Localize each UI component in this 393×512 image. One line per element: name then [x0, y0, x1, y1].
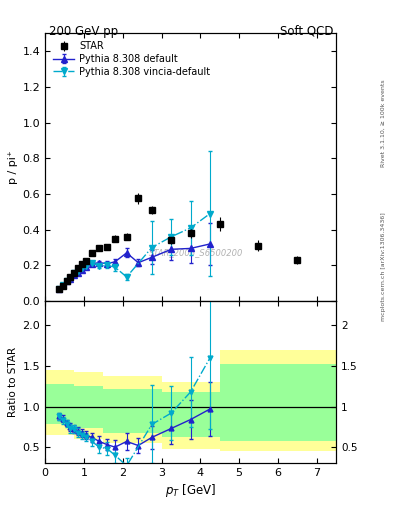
- Text: Rivet 3.1.10, ≥ 100k events: Rivet 3.1.10, ≥ 100k events: [381, 79, 386, 167]
- Legend: STAR, Pythia 8.308 default, Pythia 8.308 vincia-default: STAR, Pythia 8.308 default, Pythia 8.308…: [50, 38, 213, 80]
- Text: mcplots.cern.ch [arXiv:1306.3436]: mcplots.cern.ch [arXiv:1306.3436]: [381, 212, 386, 321]
- X-axis label: $p_T$ [GeV]: $p_T$ [GeV]: [165, 482, 216, 499]
- Y-axis label: Ratio to STAR: Ratio to STAR: [8, 347, 18, 417]
- Y-axis label: p / pi⁺: p / pi⁺: [8, 151, 18, 184]
- Text: 200 GeV pp: 200 GeV pp: [49, 25, 118, 37]
- Text: STAR_2006_S6500200: STAR_2006_S6500200: [149, 248, 244, 258]
- Text: Soft QCD: Soft QCD: [280, 25, 333, 37]
